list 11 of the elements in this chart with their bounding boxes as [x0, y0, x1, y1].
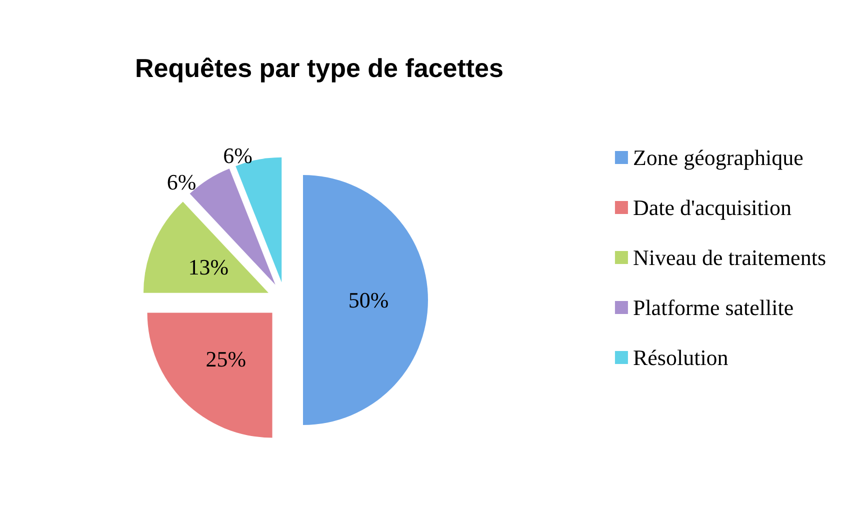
legend-label: Date d'acquisition [632, 195, 792, 220]
data-label: 6% [223, 143, 252, 168]
legend-label: Platforme satellite [632, 295, 794, 320]
chart-title: Requêtes par type de facettes [135, 53, 504, 83]
legend-label: Niveau de traitements [632, 245, 826, 270]
data-label: 6% [166, 170, 196, 195]
legend-label: Résolution [632, 345, 728, 370]
legend-label: Zone géographique [632, 145, 804, 170]
data-label: 25% [206, 346, 246, 372]
data-label: 50% [348, 288, 389, 312]
data-label: 13% [188, 254, 229, 280]
